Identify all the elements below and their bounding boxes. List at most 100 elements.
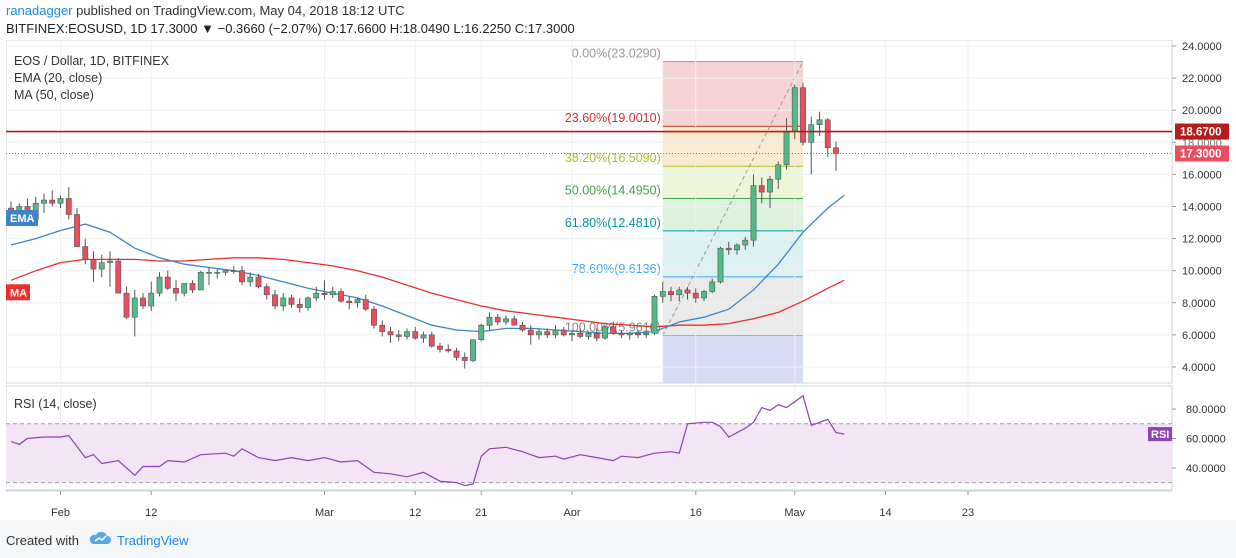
candle-body: [296, 304, 303, 308]
candle-body: [734, 244, 740, 251]
candle-body: [626, 332, 633, 336]
candle-body: [65, 198, 72, 215]
ma-legend: MA (50, close): [14, 88, 94, 102]
candle-body: [404, 331, 410, 337]
candle-body: [420, 334, 427, 339]
candle-body: [346, 300, 353, 304]
candle-body: [684, 289, 691, 294]
candle-body: [82, 246, 89, 260]
candle-body: [791, 87, 798, 132]
candle-body: [305, 297, 311, 308]
tradingview-brand-link[interactable]: TradingView: [117, 533, 189, 548]
candle-body: [428, 334, 435, 347]
candle-body: [585, 332, 592, 337]
candle-body: [676, 289, 683, 296]
candle-body: [206, 271, 212, 274]
candle-body: [362, 299, 369, 310]
candle-body: [57, 198, 64, 204]
candle-body: [313, 292, 320, 299]
candle-body: [767, 178, 773, 193]
fib-level-label: 78.60%(9.6136): [572, 262, 661, 276]
rsi-tick-label: 40.0000: [1186, 463, 1226, 475]
candle-body: [371, 308, 377, 326]
time-tick-label: 16: [690, 507, 702, 516]
candle-body: [808, 124, 815, 143]
time-tick-label: May: [784, 507, 805, 516]
ema20-line: [10, 194, 845, 334]
candle-body: [453, 350, 460, 358]
rsi-tag-label: RSI: [1151, 429, 1169, 441]
time-tick-label: 21: [475, 507, 487, 516]
rsi-tag: [1148, 427, 1172, 442]
candle-body: [445, 348, 452, 352]
candle-body: [239, 270, 245, 283]
price-tick-label: 6.0000: [1182, 330, 1216, 342]
time-tick-label: 23: [962, 507, 974, 516]
candle-body: [123, 292, 130, 318]
time-tick-label: 14: [879, 507, 891, 516]
fib-zone: [662, 230, 803, 277]
candle-body: [247, 276, 254, 283]
fib-zone: [662, 166, 803, 199]
candle-body: [503, 318, 509, 323]
published-text: published on TradingView.com, May 04, 20…: [76, 3, 405, 18]
candle-body: [412, 331, 419, 339]
candle-body: [41, 199, 47, 204]
candle-body: [263, 286, 270, 296]
fib-zone: [662, 126, 803, 167]
candle-body: [230, 270, 237, 272]
fib-level-label: 0.00%(23.0290): [572, 47, 661, 61]
candle-body: [701, 291, 707, 299]
candle-body: [494, 316, 501, 323]
candle-body: [536, 331, 542, 336]
candle-body: [519, 324, 526, 331]
candle-body: [131, 297, 138, 318]
resistance-price-tag: [1175, 123, 1229, 140]
author-link[interactable]: ranadagger: [6, 3, 73, 18]
fib-level-label: 61.80%(12.4810): [565, 216, 661, 230]
candle-body: [354, 299, 361, 304]
rsi-line: [10, 394, 845, 487]
last-price-tag: [1175, 145, 1229, 162]
low-label: L:: [453, 21, 465, 36]
rsi-tick-label: 60.0000: [1186, 434, 1226, 446]
fib-level-label: 50.00%(14.4950): [565, 184, 661, 198]
candle-body: [197, 271, 204, 291]
ma50-line: [10, 257, 845, 328]
candle-body: [775, 164, 782, 180]
high-label: H:: [389, 21, 403, 36]
candle-body: [338, 291, 344, 302]
candle-body: [272, 294, 278, 307]
high-value: 18.0490: [402, 21, 450, 36]
candle-body: [49, 199, 56, 204]
candle-body: [164, 276, 171, 289]
time-tick-label: 12: [145, 507, 157, 516]
candle-body: [255, 276, 262, 288]
price-chart[interactable]: 0.00%(23.0290) 23.60%(19.0010) 38.20%(16.5…: [5, 39, 1230, 519]
candle-body: [115, 260, 122, 294]
candle-body: [816, 119, 823, 125]
candle-body: [758, 185, 765, 193]
candle-body: [222, 270, 229, 273]
candle-body: [783, 130, 790, 166]
candle-body: [560, 329, 567, 336]
candle-body: [470, 339, 476, 361]
candle-body: [280, 297, 287, 307]
candle-body: [511, 318, 518, 326]
candle-body: [824, 119, 831, 149]
publish-info: ranadagger published on TradingView.com,…: [6, 3, 405, 18]
last-price-label: 17.3000: [1180, 149, 1222, 161]
candle-body: [395, 334, 402, 337]
candle-body: [107, 260, 113, 263]
rsi-band: [7, 423, 1171, 483]
price-tick-label: 24.0000: [1182, 41, 1222, 53]
candle-body: [800, 87, 806, 143]
price-tick-label: 22.0000: [1182, 73, 1222, 85]
chart-area[interactable]: 0.00%(23.0290) 23.60%(19.0010) 38.20%(16.5…: [5, 39, 1230, 519]
price-change: −0.3660 (−2.07%): [217, 21, 322, 36]
candle-body: [635, 332, 641, 336]
price-tick-label: 20.0000: [1182, 105, 1222, 117]
candle-body: [461, 357, 468, 361]
candle-body: [74, 214, 80, 247]
candle-body: [478, 324, 485, 340]
